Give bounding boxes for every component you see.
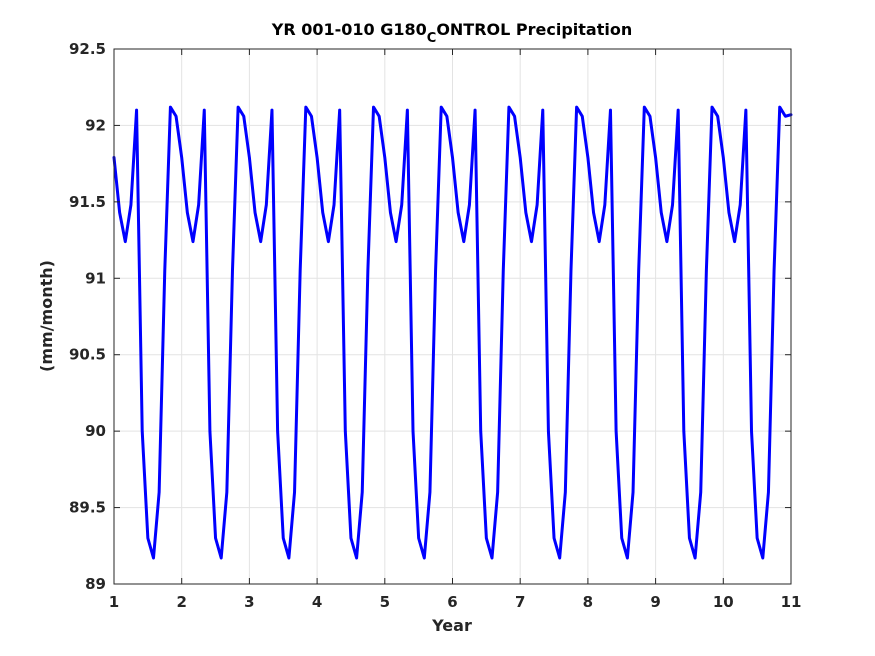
- y-tick-label: 90: [85, 422, 106, 440]
- series-group: [112, 105, 793, 560]
- x-tick-label: 10: [713, 593, 734, 611]
- x-tick-label: 9: [650, 593, 660, 611]
- x-tick-label: 1: [109, 593, 119, 611]
- y-tick-label: 89.5: [69, 499, 106, 517]
- x-tick-labels: 1 2 3 4 5 6 7 8 9 10 11: [109, 593, 802, 611]
- x-tick-label: 11: [781, 593, 802, 611]
- x-tick-label: 6: [447, 593, 457, 611]
- x-tick-label: 5: [380, 593, 390, 611]
- x-tick-label: 2: [176, 593, 186, 611]
- y-tick-label: 90.5: [69, 346, 106, 364]
- x-tick-label: 4: [312, 593, 322, 611]
- y-tick-labels: 89 89.5 90 90.5 91 91.5 92 92.5: [69, 40, 106, 593]
- chart-title-subscript: C: [427, 31, 437, 46]
- y-axis-label: (mm/month): [37, 260, 56, 372]
- x-tick-label: 7: [515, 593, 525, 611]
- chart-title-main: YR 001-010 G180: [271, 20, 427, 39]
- chart-title: YR 001-010 G180CONTROL Precipitation: [271, 20, 633, 46]
- x-tick-label: 8: [583, 593, 593, 611]
- x-axis-label: Year: [431, 616, 472, 635]
- chart-title-tail: ONTROL Precipitation: [436, 20, 632, 39]
- y-tick-label: 91.5: [69, 193, 106, 211]
- precipitation-series-line: [112, 105, 793, 560]
- y-tick-label: 92: [85, 116, 106, 134]
- x-tick-label: 3: [244, 593, 254, 611]
- tick-marks: [113, 48, 792, 585]
- y-tick-label: 91: [85, 269, 106, 287]
- y-tick-label: 89: [85, 575, 106, 593]
- y-tick-label: 92.5: [69, 40, 106, 58]
